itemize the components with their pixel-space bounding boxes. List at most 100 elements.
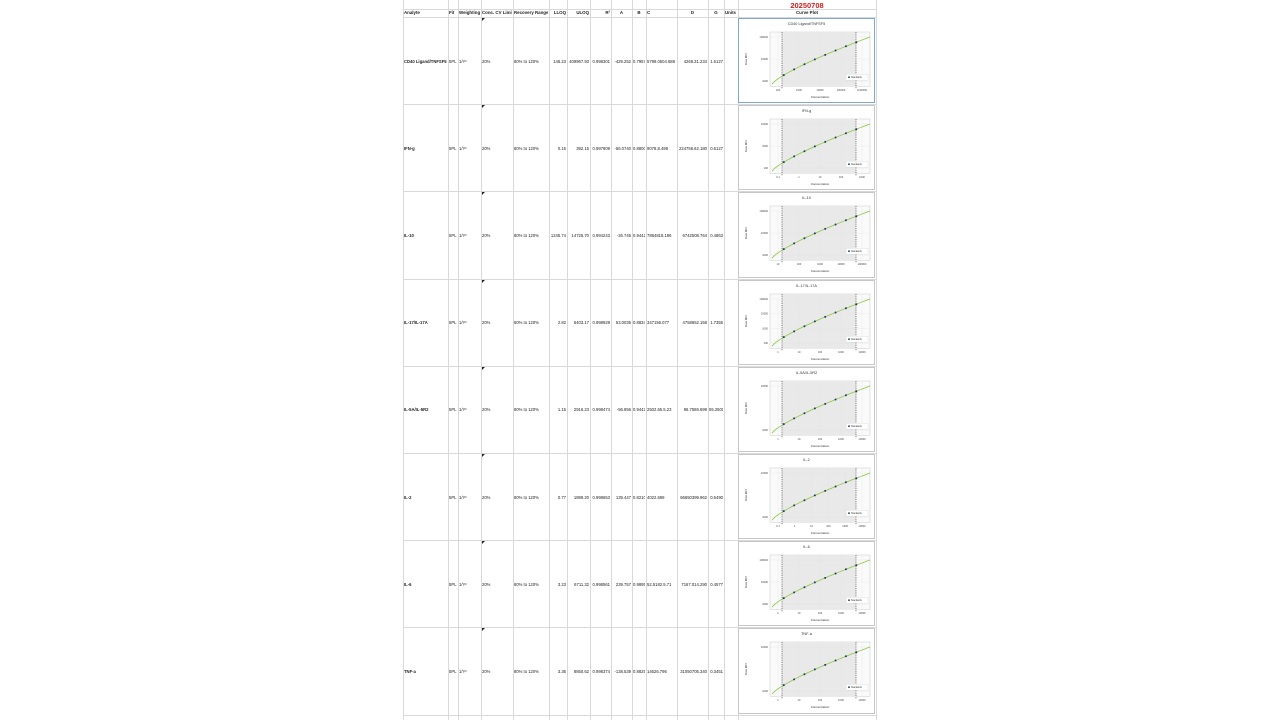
cell-uloq[interactable]: 392.15 xyxy=(576,145,589,151)
cell-analyte[interactable]: TNF-a xyxy=(404,669,416,674)
cell-uloq[interactable]: 14725.70 xyxy=(571,233,589,238)
cell-analyte[interactable]: IL-5A/IL-5R2 xyxy=(404,407,429,413)
cell-cv[interactable]: 20% xyxy=(482,669,491,674)
cell-b[interactable]: 0.9895 xyxy=(633,581,645,587)
cell-uloq[interactable]: 8850.62 xyxy=(573,669,589,674)
cell-b[interactable]: 0.9442 xyxy=(633,407,645,413)
column-header[interactable]: D xyxy=(690,10,695,15)
cell-r2[interactable]: 0.998653 xyxy=(592,494,610,500)
cell-analyte[interactable]: CD40 Ligand/TNFSF5 xyxy=(404,58,447,64)
cell-fit[interactable]: 5PL xyxy=(449,581,457,587)
cell-c[interactable]: 5798.0504.688 xyxy=(647,58,675,64)
curve-plot[interactable]: IL-2 0.1 1 10 100 1000 10000 10000 1000 Concentra… xyxy=(738,454,875,540)
column-header[interactable]: ULOQ xyxy=(576,10,589,15)
cell-d[interactable]: 224756.62.180 xyxy=(679,145,707,151)
column-header[interactable]: Fit xyxy=(449,10,455,15)
cell-g[interactable]: 1.7355 xyxy=(710,320,723,326)
column-header[interactable]: LLOQ xyxy=(553,10,566,15)
cell-a[interactable]: -56.0740 xyxy=(614,145,631,151)
cell-weighting[interactable]: 1/Y² xyxy=(459,320,467,326)
cell-lloq[interactable]: 1245.74 xyxy=(550,233,566,238)
cell-lloq[interactable]: 1.15 xyxy=(557,407,566,413)
cell-r2[interactable]: 0.997809 xyxy=(592,145,610,151)
cell-r2[interactable]: 0.998561 xyxy=(592,581,610,587)
cell-r2[interactable]: 0.998474 xyxy=(592,407,610,413)
curve-plot[interactable]: TNF-a 1 10 100 1000 10000 10000 1000 Concentrati… xyxy=(738,628,875,714)
cell-d[interactable]: 6742508.764 xyxy=(682,233,707,238)
column-header[interactable]: Conc. CV Limit xyxy=(482,10,512,15)
cell-weighting[interactable]: 1/Y² xyxy=(459,581,467,587)
cell-c[interactable]: 4022.699 xyxy=(647,494,665,500)
cell-a[interactable]: -429.252 xyxy=(614,58,631,64)
cell-lloq[interactable]: 146.23 xyxy=(553,58,566,64)
cell-lloq[interactable]: 3.23 xyxy=(557,581,566,587)
cell-fit[interactable]: 5PL xyxy=(449,669,457,674)
cell-recovery[interactable]: 80% to 120% xyxy=(514,233,539,238)
cell-weighting[interactable]: 1/Y² xyxy=(459,494,467,500)
cell-fit[interactable]: 5PL xyxy=(449,145,457,151)
cell-uloq[interactable]: 6711.32 xyxy=(574,581,589,587)
cell-a[interactable]: 53.0035 xyxy=(615,320,631,326)
cell-cv[interactable]: 20% xyxy=(482,145,491,151)
cell-g[interactable]: 0.4577 xyxy=(710,581,723,587)
column-header[interactable]: Curve Plot xyxy=(796,10,818,15)
cell-a[interactable]: -56.856 xyxy=(616,407,631,413)
column-header[interactable]: C xyxy=(647,10,651,15)
cell-d[interactable]: 7167.014.290 xyxy=(681,581,707,587)
cell-recovery[interactable]: 80% to 120% xyxy=(514,581,539,587)
cell-cv[interactable]: 20% xyxy=(482,407,491,413)
cell-analyte[interactable]: IL-6 xyxy=(404,581,412,587)
cell-analyte[interactable]: IL-2 xyxy=(404,494,412,500)
cell-weighting[interactable]: 1/Y² xyxy=(459,669,467,674)
cell-c[interactable]: 14626.796 xyxy=(647,669,667,674)
column-header[interactable]: Weighting xyxy=(459,10,480,15)
column-header[interactable]: Recovery Range xyxy=(514,10,548,15)
curve-plot[interactable]: IL-5A/IL-5R2 1 10 100 1000 10000 10000 1000 Conc… xyxy=(738,366,875,452)
cell-cv[interactable]: 20% xyxy=(482,581,491,587)
cell-fit[interactable]: 5PL xyxy=(449,407,457,413)
cell-recovery[interactable]: 80% to 120% xyxy=(514,669,539,674)
cell-g[interactable]: 0.6127 xyxy=(710,145,723,151)
cell-cv[interactable]: 20% xyxy=(482,320,491,326)
cell-b[interactable]: 0.7957 xyxy=(633,58,645,64)
cell-r2[interactable]: 0.998301 xyxy=(592,58,610,64)
cell-a[interactable]: -26.745 xyxy=(616,233,631,238)
cell-c[interactable]: 52.5182.5.71 xyxy=(647,581,672,587)
cell-a[interactable]: -138.539 xyxy=(614,669,631,674)
cell-analyte[interactable]: IL-17/IL-17A xyxy=(404,320,428,326)
cell-r2[interactable]: 0.998374 xyxy=(592,669,610,674)
cell-b[interactable]: 0.9442 xyxy=(633,233,645,238)
cell-b[interactable]: 0.8834 xyxy=(633,320,645,326)
cell-a[interactable]: 239.757 xyxy=(615,581,631,587)
cell-c[interactable]: 7884818.186 xyxy=(647,233,672,238)
curve-plot[interactable]: IFN-g 0.1 1 10 100 1000 10000 1000 100 Concentrat… xyxy=(738,105,875,191)
cell-analyte[interactable]: IL-10 xyxy=(404,233,414,238)
cell-c[interactable]: 347156.077 xyxy=(647,320,670,326)
cell-lloq[interactable]: 0.16 xyxy=(557,145,566,151)
cell-g[interactable]: 0.3451 xyxy=(710,669,723,674)
column-header[interactable]: G xyxy=(714,10,718,15)
cell-fit[interactable]: 5PL xyxy=(449,320,457,326)
cell-d[interactable]: 4266.31.234 xyxy=(683,58,707,64)
cell-cv[interactable]: 20% xyxy=(482,494,491,500)
cell-fit[interactable]: 5PL xyxy=(449,233,457,238)
cell-recovery[interactable]: 80% to 120% xyxy=(514,407,539,413)
cell-g[interactable]: 0.5490 xyxy=(710,494,723,500)
cell-fit[interactable]: 5PL xyxy=(449,494,457,500)
cell-fit[interactable]: 5PL xyxy=(449,58,457,64)
cell-lloq[interactable]: 3.36 xyxy=(557,669,566,674)
cell-uloq[interactable]: 2916.23 xyxy=(573,407,589,413)
cell-g[interactable]: 1.5127 xyxy=(710,58,723,64)
column-header[interactable]: A xyxy=(619,10,624,15)
cell-recovery[interactable]: 80% to 120% xyxy=(514,494,539,500)
cell-weighting[interactable]: 1/Y² xyxy=(459,145,467,151)
column-header[interactable]: Analyte xyxy=(404,10,420,15)
cell-b[interactable]: 0.8825 xyxy=(633,669,645,674)
cell-g[interactable]: 0.4863 xyxy=(710,233,723,238)
column-header[interactable]: Units xyxy=(725,10,736,15)
cell-b[interactable]: 0.8210 xyxy=(633,494,645,500)
cell-c[interactable]: 9078.8.498 xyxy=(647,145,668,151)
cell-a[interactable]: 139.447 xyxy=(615,494,631,500)
cell-analyte[interactable]: IFN-g xyxy=(404,145,415,151)
cell-d[interactable]: 96.7586.699 xyxy=(683,407,707,413)
